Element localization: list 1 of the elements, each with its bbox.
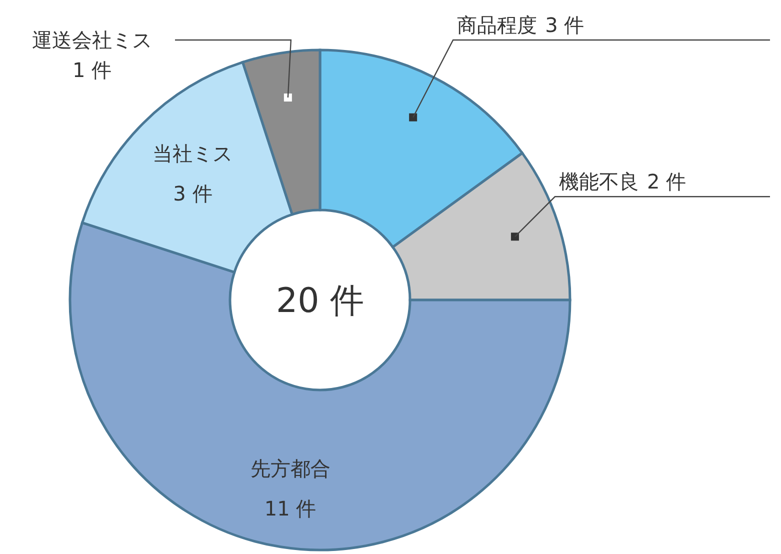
annotation: 20 件 [276, 281, 364, 321]
